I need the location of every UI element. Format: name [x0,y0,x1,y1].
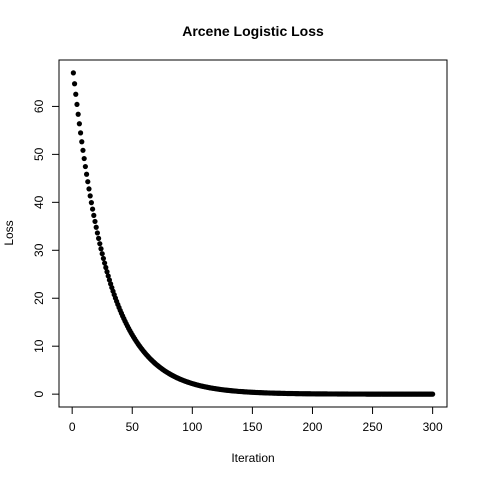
y-tick-label: 30 [32,243,46,257]
point [77,130,84,136]
y-tick-label: 40 [32,195,46,209]
point [79,139,85,145]
point [104,269,110,275]
point [74,101,80,108]
point [99,251,105,257]
x-axis-label: Iteration [231,451,274,465]
point [98,246,104,252]
chart-title: Arcene Logistic Loss [182,23,324,39]
y-axis-label: Loss [2,220,16,245]
point [89,206,96,212]
point [88,200,94,206]
point [103,264,109,271]
point [71,81,78,87]
point [82,163,88,170]
point [100,255,107,262]
point [85,179,91,185]
point [76,121,82,127]
x-tick-label: 150 [242,420,262,434]
x-tick-label: 0 [69,420,76,434]
point [93,224,99,230]
point [83,171,90,177]
point [96,235,102,241]
x-tick-label: 300 [423,420,443,434]
point [94,230,101,236]
point [87,193,93,199]
x-tick-label: 50 [126,420,140,434]
x-tick-label: 200 [302,420,322,434]
point [92,218,98,225]
point [70,70,76,76]
point [105,273,111,279]
point [102,260,108,266]
point [91,212,97,218]
y-tick-label: 0 [32,390,46,397]
point [97,241,103,247]
point [75,111,81,117]
point [80,147,86,153]
x-tick-label: 100 [182,420,202,434]
y-tick-label: 60 [32,99,46,113]
point [81,155,87,162]
y-tick-label: 50 [32,147,46,161]
y-tick-label: 20 [32,291,46,305]
point [430,391,436,397]
y-tick-label: 10 [32,339,46,353]
x-tick-label: 250 [363,420,383,434]
point [73,91,79,97]
point [86,186,92,192]
